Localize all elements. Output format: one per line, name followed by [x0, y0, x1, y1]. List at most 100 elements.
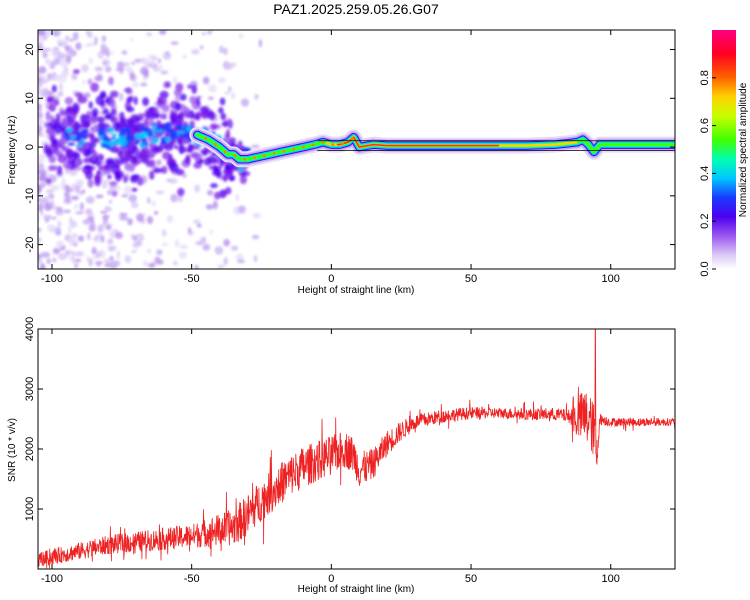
spectral-blob [43, 144, 50, 154]
snr-y-tick-label: 2000 [24, 437, 36, 461]
spectral-blob [116, 61, 125, 69]
snr-y-tick-label: 4000 [24, 317, 36, 341]
spectral-blob [104, 66, 112, 73]
spectral-blob [128, 194, 138, 203]
spectral-blob [45, 189, 55, 194]
spectral-blob [213, 168, 219, 174]
spectral-blob [178, 130, 186, 134]
ridge-hotspot [302, 145, 305, 149]
spectral-blob [44, 218, 49, 223]
spectral-blob [132, 82, 140, 88]
spectral-blob [191, 84, 198, 94]
spectral-blob [219, 97, 226, 106]
spectral-blob [173, 144, 179, 150]
ridge-hotspot [292, 147, 296, 151]
spectral-blob [94, 174, 101, 181]
spectral-blob [74, 131, 81, 136]
spectral-blob [119, 111, 125, 122]
spectral-blob [150, 137, 159, 144]
spectral-blob [130, 61, 136, 65]
spectral-blob [146, 32, 153, 37]
spectral-blob [161, 229, 167, 237]
spectral-blob [52, 257, 57, 263]
spectral-blob [253, 255, 258, 263]
spectral-blob [76, 185, 80, 195]
spectral-blob [223, 174, 228, 183]
spectral-blob [38, 236, 42, 244]
snr-y-ticks: 1000 2000 3000 4000 [24, 317, 675, 521]
spectral-blob [48, 193, 55, 199]
spectral-blob [116, 250, 120, 260]
snr-x-ticks: -100 -50 0 50 100 [41, 329, 620, 585]
spectral-blob [105, 206, 113, 212]
spectral-blob [83, 148, 92, 157]
spectral-blob [108, 141, 114, 147]
spectral-blob [75, 211, 84, 215]
spectral-blob [137, 113, 145, 119]
spectrogram-x-tick-label: 100 [602, 273, 620, 285]
spectrogram-x-label: Height of straight line (km) [298, 285, 415, 296]
spectrogram-y-tick-label: -20 [24, 237, 36, 253]
spectral-blob [209, 123, 218, 131]
spectral-blob [94, 66, 104, 72]
spectral-blob [38, 192, 42, 197]
spectral-blob [113, 260, 121, 267]
spectrogram-y-tick-label: 10 [24, 92, 36, 104]
spectral-blob [140, 82, 148, 87]
spectral-blob [130, 233, 135, 240]
spectral-blob [100, 236, 105, 243]
spectral-blob [101, 180, 110, 184]
spectral-blob [136, 242, 143, 246]
ridge-core [336, 136, 499, 149]
spectral-blob [38, 125, 41, 134]
spectral-blob [183, 106, 190, 113]
colorbar-tick-label: 0.8 [699, 70, 711, 85]
ridge-hotspot [233, 154, 237, 157]
spectral-blob [65, 127, 73, 133]
spectral-blob [144, 110, 150, 118]
spectral-blob [67, 142, 76, 146]
snr-series-line [38, 329, 675, 569]
spectral-blob [61, 145, 68, 152]
spectral-blob [207, 96, 214, 101]
spectral-blob [223, 120, 229, 128]
spectrogram-x-tick-label: -50 [184, 273, 200, 285]
spectral-blob [212, 200, 218, 210]
spectral-blob [65, 35, 69, 41]
colorbar: 0.0 0.2 0.4 0.6 0.8 Normalized spectral ampl… [699, 30, 749, 277]
spectral-blob [77, 141, 83, 148]
spectral-blob [172, 260, 178, 266]
spectral-blob [75, 265, 79, 269]
spectral-blob [193, 162, 202, 169]
spectral-blob [83, 157, 92, 164]
snr-panel: -100 -50 0 50 100 1000 2000 3000 4000 Height of… [7, 317, 676, 595]
spectral-blob [160, 70, 169, 75]
spectral-blob [102, 216, 108, 224]
spectral-blob [112, 133, 117, 138]
spectral-blob [143, 117, 149, 127]
spectral-blob [89, 140, 97, 148]
spectral-blob [90, 117, 97, 125]
spectral-blob [63, 209, 72, 213]
spectral-blob [218, 77, 226, 84]
spectral-blob [224, 91, 230, 95]
spectral-blob [102, 61, 107, 65]
spectral-blob [78, 134, 87, 140]
spectral-blob [217, 264, 225, 269]
spectral-blob [59, 82, 63, 91]
spectral-blob [74, 121, 81, 131]
spectral-blob [68, 235, 77, 245]
spectral-blob [58, 90, 63, 97]
spectral-blob [38, 96, 43, 102]
spectral-blob [126, 87, 133, 95]
spectral-blob [218, 107, 224, 114]
spectral-blob [164, 137, 172, 142]
spectral-blob [202, 31, 206, 36]
spectral-blob [72, 102, 80, 113]
spectral-blob [162, 151, 171, 160]
spectral-blob [57, 220, 62, 228]
spectral-blob [42, 79, 50, 84]
spectral-blob [45, 128, 55, 135]
spectral-blob [81, 122, 90, 128]
spectral-blob [127, 218, 133, 226]
